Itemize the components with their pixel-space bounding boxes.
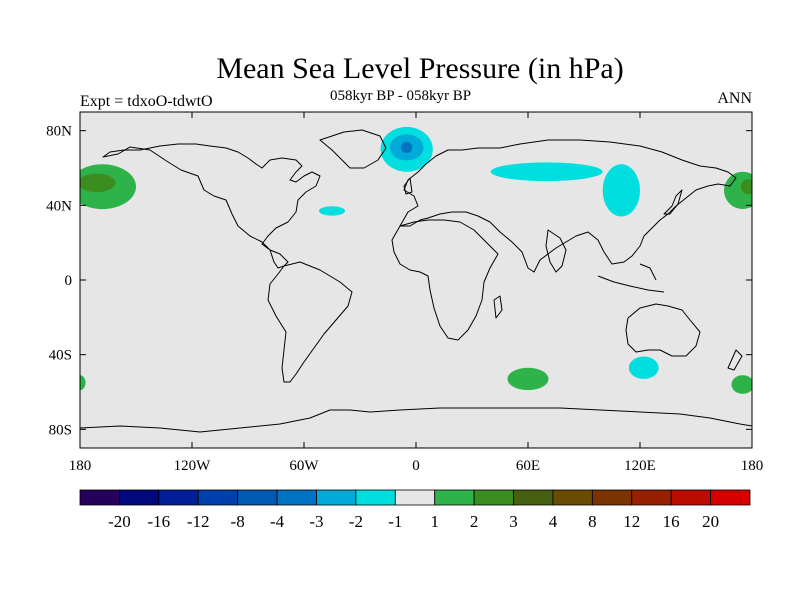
colorbar-swatch — [670, 489, 711, 506]
lat-tick-label: 40S — [49, 348, 72, 364]
season-label: ANN — [717, 90, 752, 107]
colorbar-swatch — [552, 489, 593, 506]
anomaly-atlantic-low — [318, 206, 346, 216]
colorbar-label: 2 — [470, 512, 479, 531]
coastline-madagascar — [493, 295, 503, 319]
anomaly-south-pacific-high-east — [731, 375, 752, 394]
colorbar-label: -12 — [187, 512, 210, 531]
coastline-uk — [403, 177, 413, 195]
colorbar-label: 16 — [663, 512, 680, 531]
coastline-north-america — [102, 143, 321, 269]
lon-tick-label: 120E — [624, 458, 656, 474]
colorbar-label: -3 — [309, 512, 323, 531]
coastline-layer — [80, 129, 752, 433]
colorbar-swatch — [355, 489, 396, 506]
colorbar-swatch — [434, 489, 475, 506]
map-subtitle: 058kyr BP - 058kyr BP — [330, 88, 472, 104]
anomaly-north-pacific-high-west-core — [80, 173, 116, 193]
coastline-india — [545, 229, 567, 273]
lat-tick-label: 40N — [46, 198, 72, 214]
coastline-south-america — [267, 261, 353, 383]
colorbar-label: 3 — [509, 512, 518, 531]
colorbar-label: 20 — [702, 512, 719, 531]
colorbar-label: -4 — [270, 512, 285, 531]
colorbar-label: -16 — [147, 512, 170, 531]
lat-tick-label: 80S — [49, 422, 72, 438]
colorbar-label: 4 — [549, 512, 558, 531]
lon-tick-label: 180 — [741, 458, 764, 474]
lon-tick-label: 180 — [69, 458, 92, 474]
colorbar-swatch — [316, 489, 357, 506]
coastline-eurasia — [399, 139, 737, 273]
colorbar-label: -2 — [349, 512, 363, 531]
colorbar-swatch — [276, 489, 317, 506]
colorbar-swatch — [237, 489, 278, 506]
colorbar: -20 -16 -12 -8 -4 -3 -2 -1 1 2 3 4 8 12 16 20 — [79, 489, 751, 531]
lat-tick-label: 80N — [46, 124, 72, 140]
colorbar-swatch — [197, 489, 239, 506]
lon-tick-label: 60E — [516, 458, 540, 474]
colorbar-swatch — [631, 489, 672, 506]
coastline-africa — [391, 219, 499, 341]
anomaly-east-asia-low — [602, 164, 640, 217]
colorbar-label: 1 — [430, 512, 439, 531]
colorbar-swatch — [119, 489, 160, 506]
lon-tick-label: 60W — [289, 458, 319, 474]
colorbar-swatch — [591, 489, 633, 506]
experiment-label: Expt = tdxoO-tdwtO — [80, 93, 213, 110]
coastline-japan — [663, 189, 683, 215]
colorbar-swatch — [394, 489, 436, 506]
colorbar-label: 8 — [588, 512, 597, 531]
anomaly-south-pacific-high-west — [80, 375, 86, 391]
colorbar-swatch — [158, 489, 199, 506]
anomaly-south-indian-high — [507, 367, 549, 391]
lon-tick-label: 120W — [174, 458, 212, 474]
map-title: Mean Sea Level Pressure (in hPa) — [216, 52, 624, 85]
coastline-antarctica — [80, 407, 752, 433]
colorbar-swatch — [473, 489, 514, 506]
coastline-indonesia — [597, 263, 665, 293]
anomaly-greenland-low-core — [401, 141, 413, 154]
colorbar-label: 12 — [623, 512, 640, 531]
pressure-anomaly-layer — [80, 126, 752, 394]
lon-tick-label: 0 — [412, 458, 420, 474]
coastline-greenland — [319, 129, 387, 169]
anomaly-north-pacific-high-east-core — [740, 179, 752, 195]
colorbar-label: -20 — [108, 512, 131, 531]
axis-ticks: 80N 40N 0 40S 80S 180 120W 60W 0 60E 120E 180 — [46, 112, 763, 474]
colorbar-swatch — [513, 489, 554, 506]
colorbar-swatch — [79, 489, 120, 506]
colorbar-label: -1 — [388, 512, 402, 531]
anomaly-siberia-low — [490, 162, 603, 182]
colorbar-label: -8 — [231, 512, 245, 531]
colorbar-swatch — [710, 489, 751, 506]
coastline-new-zealand — [727, 349, 743, 371]
anomaly-south-australia-low — [628, 356, 659, 379]
coastline-australia — [625, 303, 701, 357]
lat-tick-label: 0 — [65, 273, 73, 289]
